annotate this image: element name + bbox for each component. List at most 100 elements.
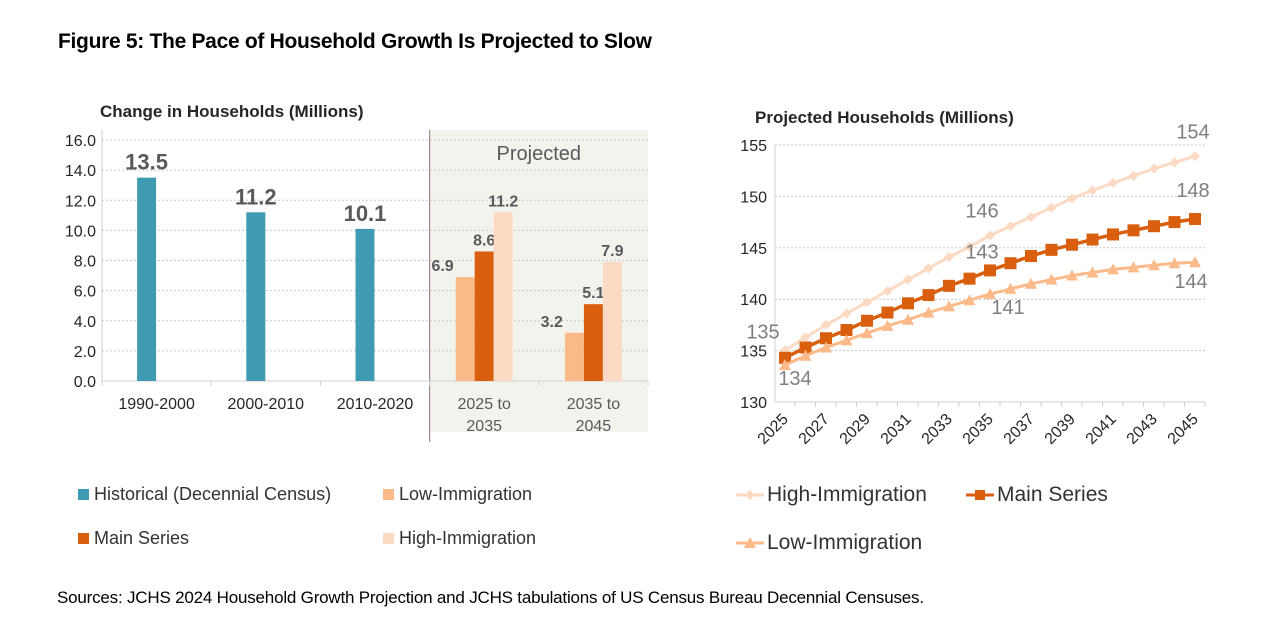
marker-triangle [902,313,914,325]
marker-square [1004,257,1017,270]
marker-square [1025,250,1037,263]
bar-high [493,212,513,381]
marker-diamond [800,332,811,343]
legend-label: Low-Immigration [399,484,533,504]
y-tick-label: 135 [740,344,767,361]
marker-square [1168,216,1181,229]
y-tick-label: 16.0 [65,133,96,150]
legend-label: Main Series [997,483,1108,506]
legend-swatch [78,489,89,500]
marker-triangle [1004,282,1017,294]
bar-historical [355,228,375,381]
marker-diamond [985,230,995,241]
figure-title: Figure 5: The Pace of Household Growth I… [58,30,652,53]
data-label: 10.1 [344,201,387,226]
x-tick-label: 2043 [1124,411,1161,448]
marker-triangle [881,319,894,331]
marker-triangle [1086,266,1099,278]
y-tick-label: 150 [740,189,767,206]
y-tick-label: 12.0 [65,193,96,210]
data-label: 11.2 [488,193,518,210]
marker-diamond [1026,211,1036,222]
legend-item-high: High-Immigration [735,483,927,507]
data-label: 5.1 [582,285,604,302]
marker-square [820,332,832,345]
marker-diamond [821,319,831,330]
line-chart: Projected Households (Millions) 130 135 14… [740,108,1209,448]
y-tick-label: 130 [740,395,767,412]
legend-label: High-Immigration [767,483,927,506]
y-tick-label: 6.0 [74,284,96,301]
data-label: 11.2 [235,184,277,209]
marker-square [1148,220,1160,233]
marker-triangle [1127,261,1140,273]
marker-diamond [903,274,913,285]
data-annotation: 134 [778,368,811,390]
y-tick-label: 140 [740,292,767,309]
x-category-label: 2010-2020 [337,396,414,413]
legend-label: Historical (Decennial Census) [94,484,332,504]
marker-triangle [922,306,935,318]
legend-label: Low-Immigration [767,531,923,554]
marker-square [861,314,873,327]
bar-high [602,262,622,381]
marker-triangle [820,341,832,353]
data-annotation: 144 [1174,271,1207,293]
marker-triangle [1189,256,1201,268]
marker-triangle [1066,269,1078,281]
bar-historical [246,212,266,381]
bar-low [455,277,475,381]
marker-square [1127,224,1140,237]
data-label: 6.9 [431,258,453,275]
x-tick-label: 2025 [755,411,792,448]
bar-chart: Change in Households (Millions) Projecte… [65,102,649,442]
marker-square [799,341,812,354]
x-tick-label: 2027 [796,411,833,448]
marker-square [922,289,935,302]
marker-triangle [1045,273,1058,285]
marker-square [963,272,976,285]
x-tick-label: 2033 [919,411,956,448]
data-annotation: 148 [1176,180,1209,202]
marker-triangle [840,334,853,346]
marker-triangle [799,349,812,361]
marker-diamond [882,285,893,296]
bar-historical [137,177,157,381]
y-tick-label: 155 [740,138,767,155]
x-category-label: 2035 to [567,396,620,413]
marker-diamond [944,252,954,263]
marker-square [779,351,791,364]
legend-marker-diamond-icon [736,490,764,500]
y-tick-label: 0.0 [74,374,96,391]
x-category-label: 1990-2000 [118,396,195,413]
legend-item-high: High-Immigration [383,528,536,549]
marker-diamond [923,263,934,274]
marker-square [881,306,894,319]
marker-diamond [841,308,852,319]
marker-square [840,324,853,337]
legend-marker-square-icon [966,490,994,500]
marker-diamond [1149,163,1159,174]
marker-triangle [1025,277,1037,289]
marker-square [902,297,914,310]
legend-item-historical: Historical (Decennial Census) [78,484,331,505]
marker-square [1045,243,1058,256]
x-tick-label: 2029 [837,411,874,448]
marker-diamond [1128,170,1139,181]
marker-square [1066,238,1078,251]
marker-square [984,264,996,277]
marker-triangle [1107,263,1119,275]
bar-main [583,304,603,381]
legend-item-low: Low-Immigration [383,484,532,505]
marker-triangle [1148,259,1160,271]
marker-diamond [1067,193,1077,204]
x-tick-label: 2045 [1165,411,1202,448]
data-annotation: 146 [965,200,998,222]
marker-triangle [1168,257,1181,269]
marker-triangle [861,327,873,339]
marker-triangle [984,288,996,300]
marker-diamond [1005,221,1016,232]
legend-item-main: Main Series [78,528,189,549]
marker-diamond [1087,185,1098,196]
data-label: 13.5 [125,150,168,175]
